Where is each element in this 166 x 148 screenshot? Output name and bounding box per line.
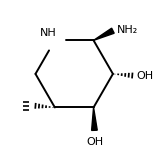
Polygon shape	[94, 28, 114, 40]
Polygon shape	[92, 107, 97, 130]
Text: OH: OH	[86, 137, 103, 147]
Text: NH: NH	[40, 28, 57, 38]
Text: OH: OH	[137, 71, 154, 81]
Text: NH₂: NH₂	[117, 25, 139, 35]
